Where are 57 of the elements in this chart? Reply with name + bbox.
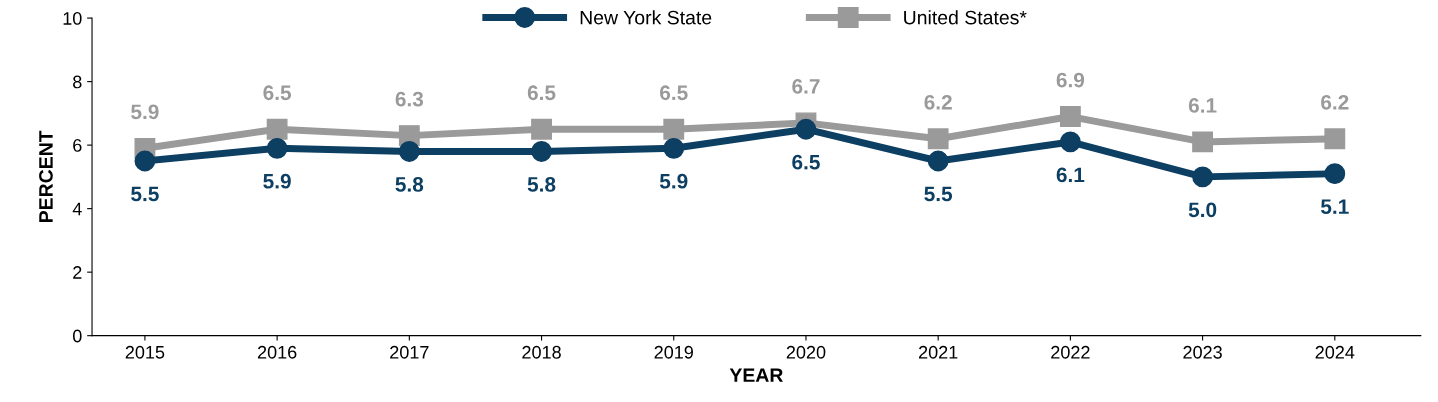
y-tick-label: 10 (63, 12, 82, 25)
point (531, 118, 552, 140)
legend-label: New York State (580, 10, 712, 25)
y-tick-label: 2 (73, 266, 82, 279)
data-label: 5.9 (131, 104, 159, 120)
x-tick-label: 2020 (786, 345, 826, 359)
data-label: 5.8 (527, 177, 556, 192)
y-tick-label: 4 (72, 202, 82, 216)
point (1192, 166, 1214, 188)
point (531, 141, 552, 162)
data-label: 5.8 (395, 177, 424, 192)
y-tick-label: 0 (72, 329, 82, 343)
point (1059, 131, 1081, 153)
x-tick-label: 2018 (522, 345, 561, 359)
data-label: 5.1 (1320, 199, 1349, 215)
point (1059, 106, 1081, 127)
data-label: 6.2 (1321, 94, 1349, 110)
data-label: 6.5 (527, 85, 556, 101)
data-label: 6.5 (792, 154, 820, 170)
x-tick-label: 2021 (919, 345, 958, 359)
data-label: 6.3 (395, 91, 424, 107)
y-tick-label: 6 (73, 139, 82, 152)
data-label: 6.5 (660, 85, 688, 101)
data-label: 6.1 (1056, 167, 1085, 183)
data-label: 5.5 (924, 186, 953, 202)
point (266, 137, 288, 159)
point (1192, 131, 1214, 153)
point (398, 141, 420, 162)
data-label: 6.5 (263, 85, 292, 101)
data-label: 5.9 (659, 173, 688, 189)
point (795, 118, 817, 140)
point (1324, 163, 1346, 185)
data-label: 5.9 (263, 173, 291, 189)
y-axis-title: PERCENT (39, 130, 53, 223)
point (663, 137, 685, 159)
x-tick-label: 2017 (390, 345, 429, 359)
legend-label: United States* (904, 10, 1027, 25)
x-tick-label: 2023 (1183, 345, 1222, 359)
point (927, 150, 949, 172)
data-label: 6.9 (1056, 72, 1085, 88)
point (663, 118, 685, 140)
x-tick-label: 2016 (257, 345, 297, 359)
x-axis-title: YEAR (729, 368, 783, 382)
x-tick-label: 2019 (654, 345, 693, 359)
point (927, 128, 949, 150)
x-tick-label: 2024 (1315, 345, 1355, 359)
data-label: 5.5 (131, 186, 159, 202)
x-tick-label: 2022 (1051, 345, 1090, 359)
data-label: 5.0 (1188, 202, 1217, 218)
data-label: 6.7 (792, 79, 820, 94)
point (266, 118, 288, 140)
data-label: 6.2 (924, 94, 952, 110)
point (1324, 128, 1346, 150)
y-tick-label: 8 (73, 75, 82, 89)
data-label: 6.1 (1188, 98, 1217, 113)
point (134, 150, 156, 172)
x-tick-label: 2015 (125, 345, 165, 359)
